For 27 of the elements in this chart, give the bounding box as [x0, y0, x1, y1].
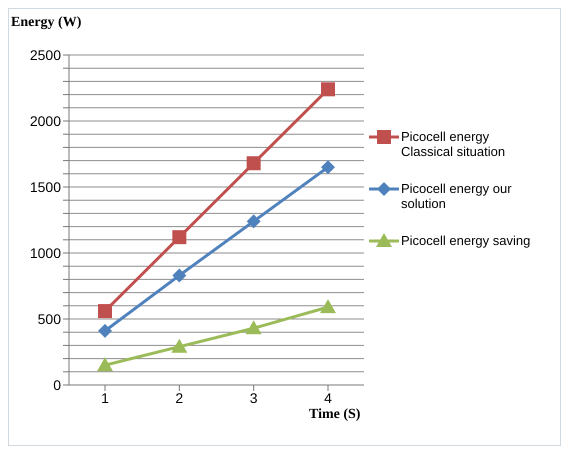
point [172, 268, 186, 282]
x-tick-label: 4 [324, 390, 332, 406]
point [98, 324, 112, 338]
x-tick-label: 1 [101, 390, 110, 406]
y-axis-title: Energy (W) [11, 15, 82, 31]
legend-label: Picocell energy our solution [401, 181, 513, 211]
point [172, 230, 186, 244]
y-tick-label: 2500 [30, 46, 62, 63]
point [246, 320, 262, 334]
x-axis-title: Time (S) [309, 407, 360, 423]
x-tick-label: 3 [250, 390, 258, 406]
point [321, 160, 335, 174]
point [246, 214, 261, 228]
point [98, 304, 112, 318]
y-tick-label: 1500 [30, 178, 62, 195]
y-tick-label: 0 [53, 376, 62, 393]
point [321, 82, 335, 96]
point [320, 299, 336, 314]
y-tick-label: 500 [38, 310, 62, 327]
point [97, 357, 113, 372]
point [171, 338, 188, 353]
x-tick-label: 2 [175, 390, 184, 406]
y-tick-label: 1000 [30, 244, 62, 261]
y-tick-label: 2000 [30, 112, 62, 129]
legend-label: Picocell energy Classical situation [401, 129, 506, 159]
point [246, 156, 261, 170]
legend-label: Picocell energy saving [401, 233, 530, 248]
